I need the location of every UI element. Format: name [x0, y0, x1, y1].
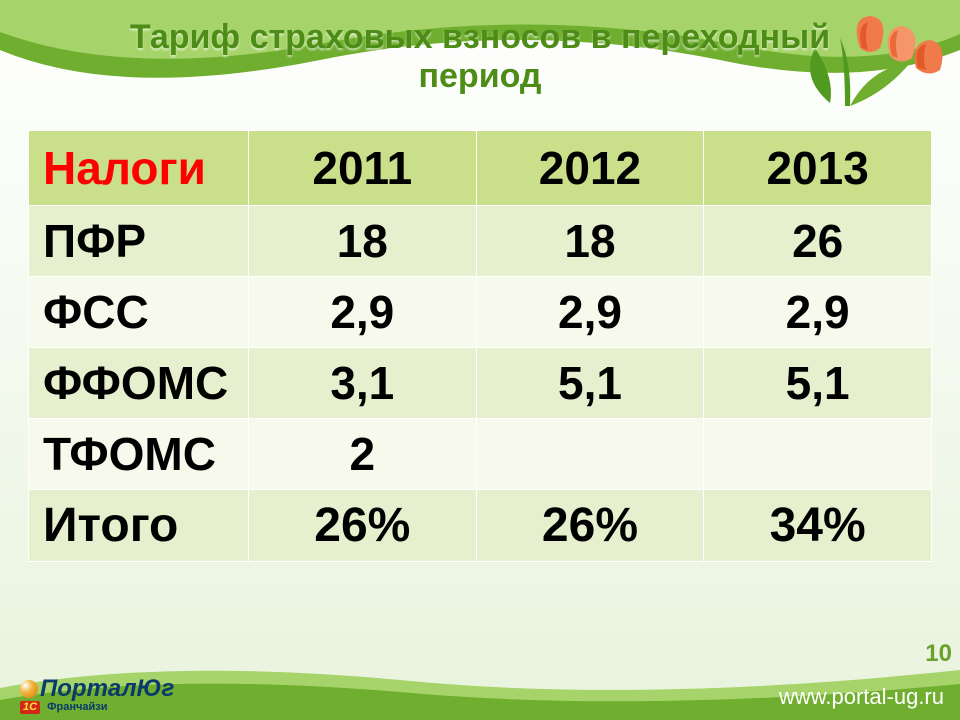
row-cell: 18 — [248, 206, 476, 277]
table-row: ФСС 2,9 2,9 2,9 — [29, 277, 932, 348]
row-cell: 2,9 — [476, 277, 704, 348]
table-row: ПФР 18 18 26 — [29, 206, 932, 277]
footer-site-url: www.portal-ug.ru — [779, 684, 944, 710]
row-label: ФФОМС — [29, 348, 249, 419]
row-label: ТФОМС — [29, 419, 249, 490]
logo-sub-label: Франчайзи — [47, 701, 107, 713]
row-cell — [476, 419, 704, 490]
row-cell: 18 — [476, 206, 704, 277]
row-cell: 5,1 — [704, 348, 932, 419]
row-cell — [704, 419, 932, 490]
tariff-table: Налоги 2011 2012 2013 ПФР 18 18 26 ФСС 2… — [28, 130, 932, 562]
footer-logo: ПорталЮг 1C Франчайзи — [20, 677, 174, 714]
row-cell: 3,1 — [248, 348, 476, 419]
slide: Тариф страховых взносов в переходный пер… — [0, 0, 960, 720]
row-label: Итого — [29, 490, 249, 562]
logo-subtext: 1C Франчайзи — [20, 701, 174, 714]
row-cell: 2 — [248, 419, 476, 490]
table-row: ТФОМС 2 — [29, 419, 932, 490]
logo-text: ПорталЮг — [40, 677, 174, 701]
row-label: ФСС — [29, 277, 249, 348]
row-label: ПФР — [29, 206, 249, 277]
header-year: 2013 — [704, 131, 932, 206]
bottom-wave-footer: ПорталЮг 1C Франчайзи www.portal-ug.ru — [0, 658, 960, 720]
row-cell: 26% — [248, 490, 476, 562]
row-cell: 2,9 — [248, 277, 476, 348]
row-cell: 26% — [476, 490, 704, 562]
row-cell: 5,1 — [476, 348, 704, 419]
logo-main-text: ПорталЮг — [20, 677, 174, 701]
row-cell: 34% — [704, 490, 932, 562]
table-row: ФФОМС 3,1 5,1 5,1 — [29, 348, 932, 419]
table-total-row: Итого 26% 26% 34% — [29, 490, 932, 562]
table-header-row: Налоги 2011 2012 2013 — [29, 131, 932, 206]
logo-orb-icon — [20, 680, 38, 698]
onec-badge-icon: 1C — [20, 701, 40, 714]
row-cell: 26 — [704, 206, 932, 277]
header-year: 2011 — [248, 131, 476, 206]
slide-title: Тариф страховых взносов в переходный пер… — [0, 18, 960, 96]
header-year: 2012 — [476, 131, 704, 206]
header-label: Налоги — [29, 131, 249, 206]
row-cell: 2,9 — [704, 277, 932, 348]
